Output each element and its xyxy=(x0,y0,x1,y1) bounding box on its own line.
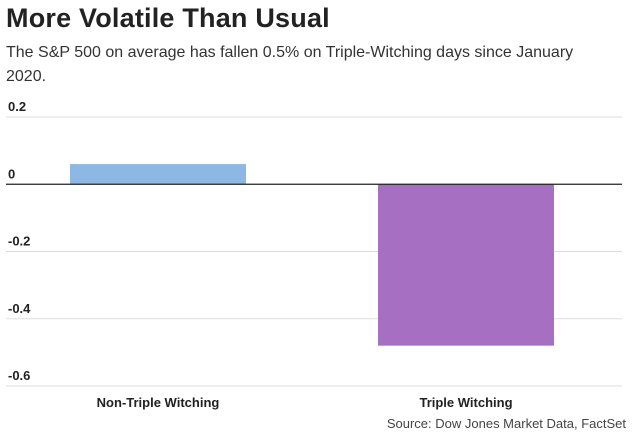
bars xyxy=(70,164,554,346)
y-tick-labels: 0.2 0 -0.2 -0.4 -0.6 xyxy=(8,99,31,383)
y-tick-label: -0.4 xyxy=(8,301,31,316)
bar-non-triple-witching xyxy=(70,164,246,185)
chart-subtitle: The S&P 500 on average has fallen 0.5% o… xyxy=(6,44,574,85)
category-labels: Non-Triple Witching Triple Witching xyxy=(97,395,513,410)
y-tick-label: 0 xyxy=(8,166,15,181)
y-tick-label: -0.2 xyxy=(8,234,30,249)
category-label: Triple Witching xyxy=(419,395,512,410)
source-note: Source: Dow Jones Market Data, FactSet xyxy=(386,416,626,431)
y-tick-label: 0.2 xyxy=(8,99,26,114)
category-label: Non-Triple Witching xyxy=(97,395,220,410)
y-tick-label: -0.6 xyxy=(8,368,30,383)
bar-triple-witching xyxy=(378,184,554,346)
chart-title: More Volatile Than Usual xyxy=(6,3,330,33)
